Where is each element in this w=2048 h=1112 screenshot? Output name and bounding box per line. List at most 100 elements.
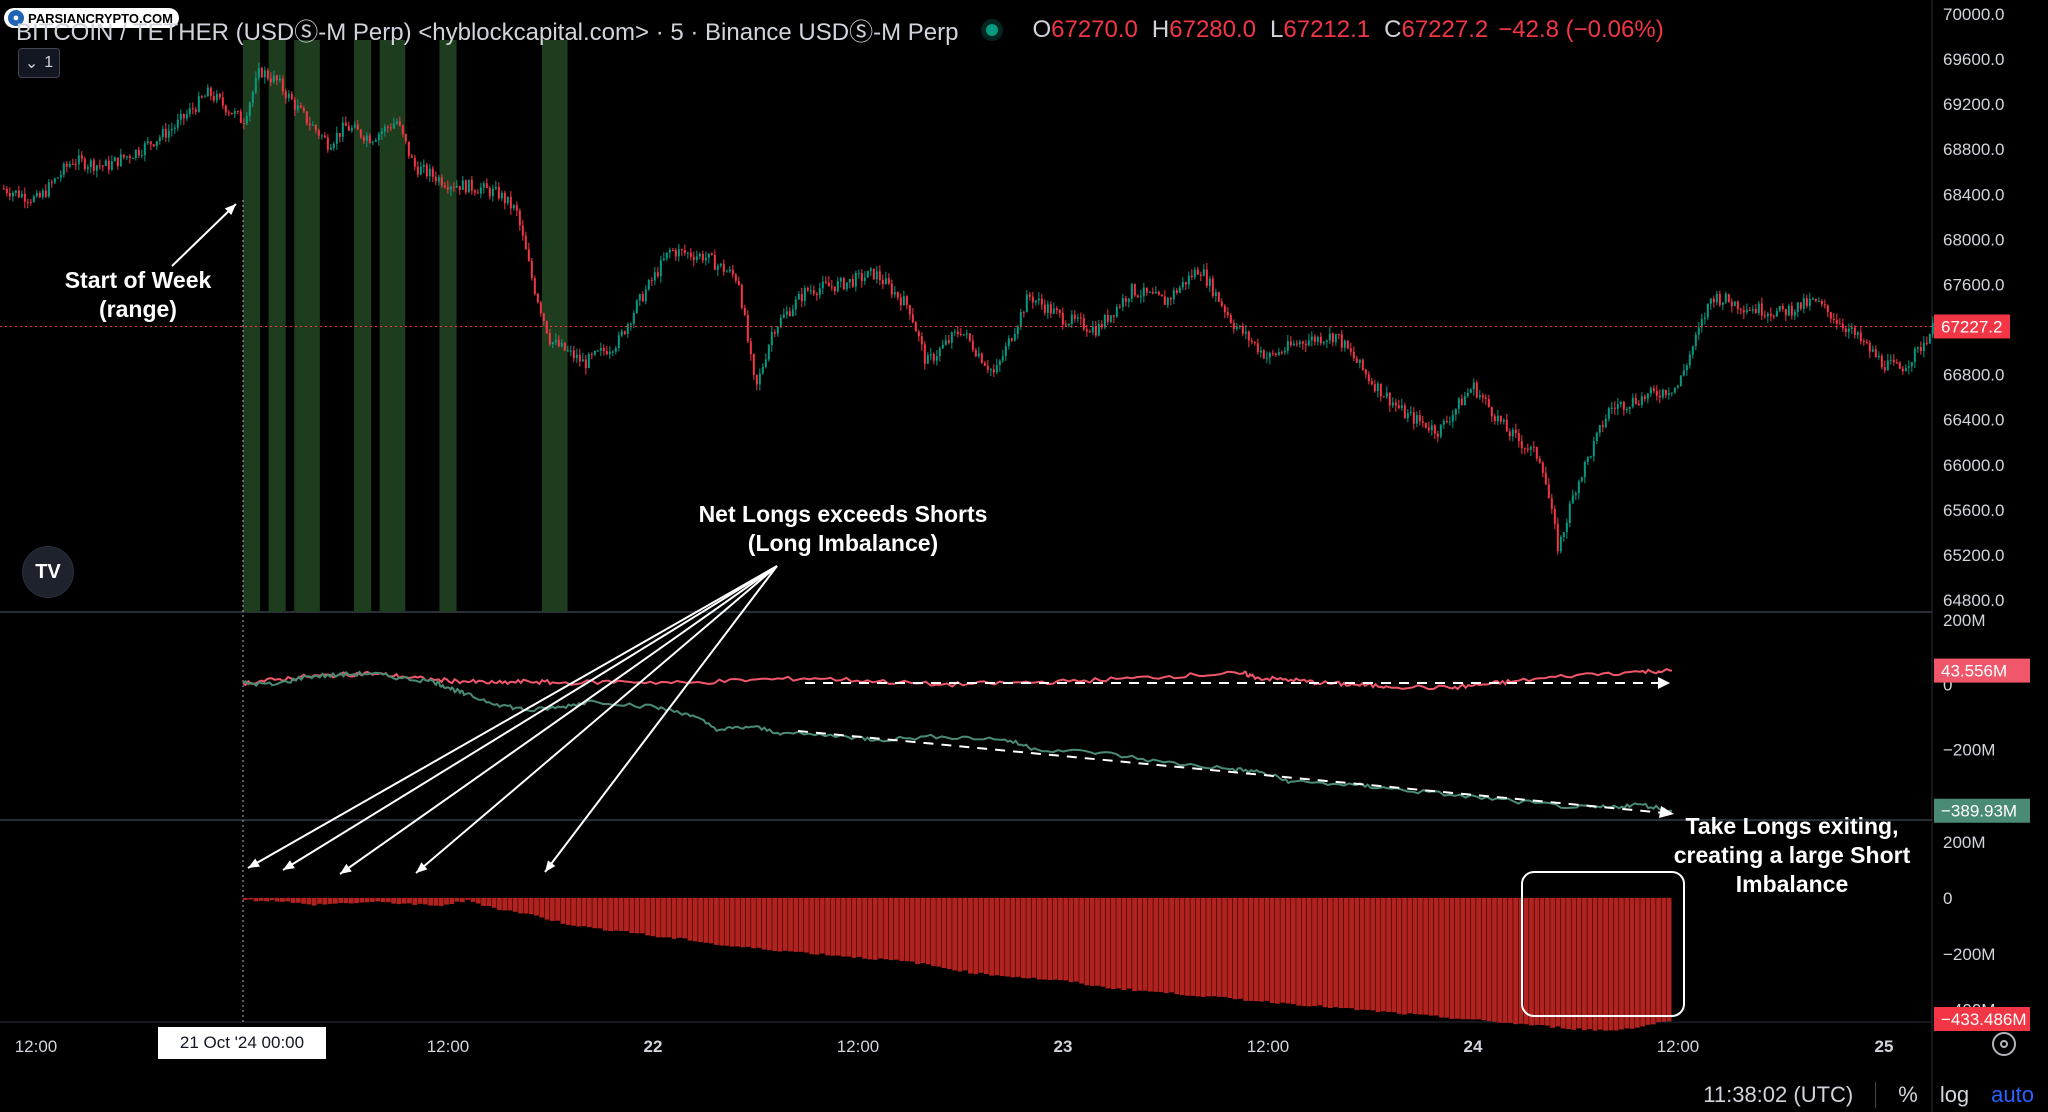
market-status-icon[interactable] (986, 23, 999, 36)
bottom-toolbar: 11:38:02 (UTC) % log auto (1703, 1082, 2034, 1108)
hist-bar (1650, 897, 1656, 1025)
collapse-indicators-button[interactable]: ⌄ 1 (18, 48, 60, 78)
candle-body (851, 278, 854, 287)
tradingview-logo-text: TV (35, 560, 61, 583)
candle-body (1781, 305, 1784, 310)
hist-bar (385, 897, 391, 903)
candle-body (923, 344, 926, 364)
candle-body (1640, 396, 1643, 406)
candle-body (857, 273, 860, 275)
auto-scale-toggle[interactable]: auto (1991, 1082, 2034, 1107)
candle-body (1202, 269, 1205, 276)
candle-body (1196, 269, 1199, 275)
hist-bar (1275, 897, 1280, 1004)
time-tick-label: 12:00 (837, 1037, 880, 1056)
candle-body (410, 155, 413, 158)
arrow-head (248, 858, 260, 868)
hist-bar (592, 897, 598, 929)
candle-body (725, 271, 728, 273)
candle-body (752, 354, 755, 375)
candle-body (1832, 318, 1835, 321)
hist-bar (1110, 897, 1116, 990)
candle-body (1592, 441, 1595, 457)
candle-body (587, 354, 590, 369)
hist-bar (1343, 897, 1349, 1008)
candle-body (149, 141, 152, 145)
candle-body (1889, 359, 1892, 361)
candle-body (470, 179, 473, 191)
candle-body (623, 331, 626, 335)
candle-body (767, 345, 770, 360)
candle-body (1319, 336, 1322, 344)
hist-bar (1640, 897, 1646, 1027)
hist-bar (782, 897, 788, 951)
settings-gear-icon[interactable] (1992, 1032, 2016, 1056)
hist-bar (269, 897, 275, 901)
candle-body (1100, 323, 1103, 328)
candle-body (1742, 310, 1745, 313)
candle-body (1814, 298, 1817, 301)
candle-body (1139, 296, 1142, 298)
candle-body (1352, 351, 1355, 359)
candle-body (1700, 318, 1703, 328)
hist-bar (322, 897, 328, 905)
candle-body (572, 350, 575, 359)
candle-body (1844, 328, 1847, 333)
candle-body (1829, 312, 1832, 319)
clock-time[interactable]: 11:38:02 (UTC) (1703, 1082, 1854, 1107)
percent-scale-toggle[interactable]: % (1898, 1082, 1918, 1107)
hist-bar (512, 897, 518, 912)
candle-body (1454, 408, 1457, 415)
candle-body (1619, 402, 1622, 405)
candle-body (662, 258, 665, 261)
hist-bar (1211, 897, 1217, 997)
candle-body (998, 360, 1001, 366)
hist-bar (692, 897, 698, 942)
candle-body (803, 287, 806, 302)
candle-body (1652, 388, 1655, 391)
candle-body (548, 333, 551, 345)
candle-body (455, 185, 458, 188)
candle-body (599, 348, 602, 351)
candle-body (503, 192, 506, 204)
candle-body (761, 366, 764, 374)
time-tick-label: 23 (1054, 1037, 1073, 1056)
candle-body (1928, 334, 1931, 344)
hist-bar (1322, 897, 1328, 1008)
hist-bar (1359, 897, 1365, 1010)
tradingview-logo-icon[interactable]: TV (22, 546, 74, 598)
candle-body (290, 93, 293, 100)
candle-body (1757, 303, 1760, 313)
candle-body (1544, 472, 1547, 485)
candle-body (1046, 304, 1049, 313)
candle-body (8, 193, 11, 197)
candle-body (17, 190, 20, 198)
candle-body (14, 190, 17, 193)
candle-body (1451, 414, 1454, 422)
candle-body (1442, 420, 1445, 425)
arrow-head (340, 863, 352, 874)
candle-body (1595, 432, 1598, 442)
candle-body (764, 359, 767, 367)
candle-body (1808, 298, 1811, 306)
price-tick-label: 66400.0 (1943, 411, 2004, 430)
candle-body (542, 313, 545, 321)
log-scale-toggle[interactable]: log (1939, 1082, 1970, 1107)
candle-body (1331, 333, 1334, 343)
candle-body (164, 129, 167, 138)
price-tick-label: 69600.0 (1943, 50, 2004, 69)
candle-body (899, 297, 902, 306)
candle-body (1469, 389, 1472, 393)
hist-bar (1566, 897, 1571, 1030)
candle-body (902, 296, 905, 306)
hist-tick-label: 200M (1943, 833, 1986, 852)
price-tick-label: 66800.0 (1943, 366, 2004, 385)
hist-tick-label: 0 (1943, 889, 1952, 908)
symbol-title[interactable]: BITCOIN / TETHER (USDⓈ-M Perp) <hyblockc… (16, 19, 959, 46)
candle-body (1364, 369, 1367, 375)
candle-body (968, 333, 971, 341)
hist-bar (1185, 897, 1190, 996)
candle-body (905, 296, 908, 306)
hist-bar (989, 897, 995, 976)
